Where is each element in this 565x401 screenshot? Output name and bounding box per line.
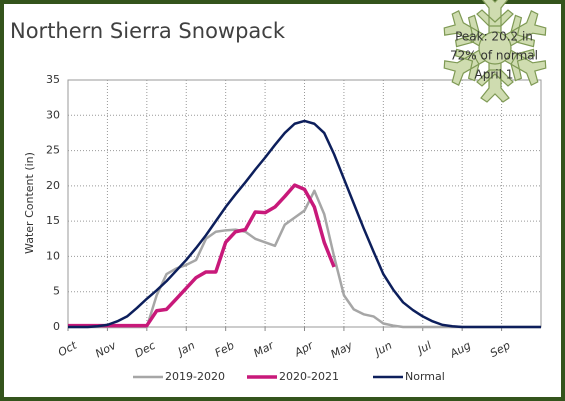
y-tick-label: 10 <box>46 249 60 262</box>
legend-label: 2020-2021 <box>279 370 339 383</box>
y-tick-label: 15 <box>46 214 60 227</box>
annotation: April 1 <box>475 68 514 82</box>
y-tick-label: 5 <box>53 285 60 298</box>
series-line <box>68 183 336 328</box>
snowflake <box>443 0 547 103</box>
series-line <box>68 119 541 329</box>
y-tick-label: 0 <box>53 320 60 333</box>
y-axis-label: Water Content (in) <box>23 152 36 254</box>
annotation: 72% of normal <box>450 49 538 63</box>
legend-label: 2019-2020 <box>165 370 225 383</box>
plot-border <box>67 79 542 328</box>
legend-label: Normal <box>405 370 445 383</box>
y-tick-label: 35 <box>46 73 60 86</box>
y-tick-label: 30 <box>46 108 60 121</box>
x-tick-label: Jul <box>414 339 434 358</box>
chart-title: Northern Sierra Snowpack <box>10 19 286 43</box>
annotation: Peak: 20.2 in <box>455 30 533 44</box>
y-tick-label: 25 <box>46 144 60 157</box>
y-tick-label: 20 <box>46 179 60 192</box>
